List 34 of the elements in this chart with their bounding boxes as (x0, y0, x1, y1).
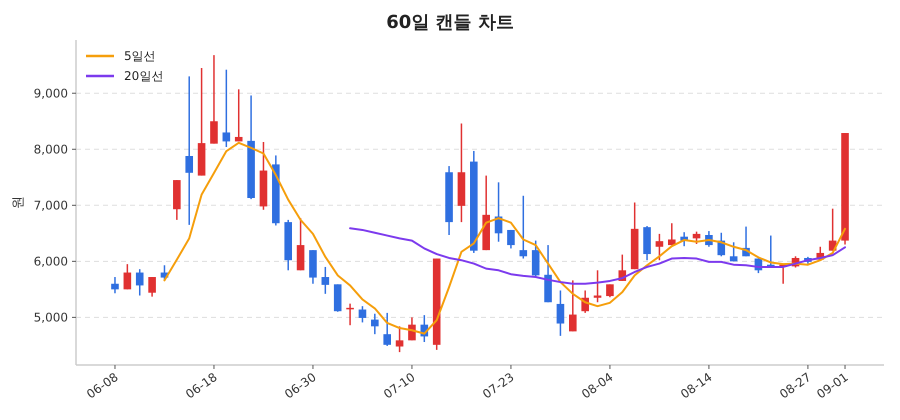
legend-label: 20일선 (124, 69, 164, 84)
candlestick (371, 312, 379, 335)
candlestick (668, 222, 676, 246)
candlestick (569, 280, 577, 332)
chart-title: 60일 캔들 차트 (386, 12, 514, 33)
y-tick-label: 5,000 (34, 310, 68, 325)
candlestick (111, 276, 119, 294)
candlestick (656, 233, 664, 261)
y-tick-label: 8,000 (34, 142, 68, 156)
candlestick (594, 270, 602, 303)
y-tick-label: 7,000 (34, 198, 68, 212)
candlestick (606, 284, 614, 298)
candlestick (185, 76, 194, 226)
candlestick (210, 54, 218, 144)
candlestick (730, 242, 738, 262)
candlestick (124, 263, 132, 290)
candlestick (234, 88, 243, 142)
candlestick (148, 276, 156, 298)
y-axis-title: 원 (11, 196, 26, 209)
candlestick (358, 305, 366, 324)
candlestick (136, 268, 144, 296)
candlestick (692, 230, 700, 245)
candlestick (520, 195, 528, 260)
candlestick (222, 68, 230, 148)
y-tick-label: 6,000 (34, 254, 68, 269)
candlestick (322, 266, 330, 295)
candlestick (396, 326, 404, 353)
candlestick (383, 312, 391, 347)
legend-label: 5일선 (124, 49, 156, 64)
line-series (349, 227, 846, 285)
y-tick-label: 9,000 (34, 86, 68, 100)
candlestick (556, 290, 564, 337)
candlestick (507, 229, 515, 250)
candlestick (346, 302, 354, 326)
